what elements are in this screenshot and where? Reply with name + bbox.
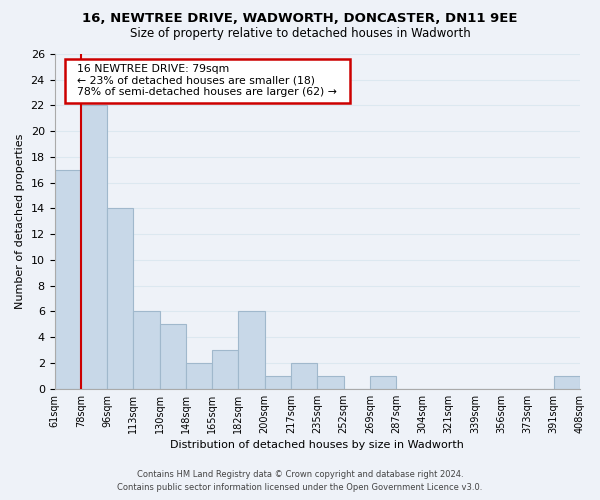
Text: Contains HM Land Registry data © Crown copyright and database right 2024.
Contai: Contains HM Land Registry data © Crown c…: [118, 470, 482, 492]
X-axis label: Distribution of detached houses by size in Wadworth: Distribution of detached houses by size …: [170, 440, 464, 450]
Text: Size of property relative to detached houses in Wadworth: Size of property relative to detached ho…: [130, 28, 470, 40]
Bar: [291, 363, 317, 388]
Bar: [186, 363, 212, 388]
Text: 16 NEWTREE DRIVE: 79sqm
  ← 23% of detached houses are smaller (18)
  78% of sem: 16 NEWTREE DRIVE: 79sqm ← 23% of detache…: [70, 64, 344, 97]
Bar: [107, 208, 133, 388]
Bar: [554, 376, 580, 388]
Bar: [238, 312, 265, 388]
Text: 16, NEWTREE DRIVE, WADWORTH, DONCASTER, DN11 9EE: 16, NEWTREE DRIVE, WADWORTH, DONCASTER, …: [82, 12, 518, 26]
Bar: [212, 350, 238, 389]
Bar: [317, 376, 344, 388]
Bar: [160, 324, 186, 388]
Bar: [55, 170, 81, 388]
Bar: [265, 376, 291, 388]
Bar: [81, 106, 107, 389]
Bar: [370, 376, 396, 388]
Y-axis label: Number of detached properties: Number of detached properties: [15, 134, 25, 309]
Bar: [133, 312, 160, 388]
